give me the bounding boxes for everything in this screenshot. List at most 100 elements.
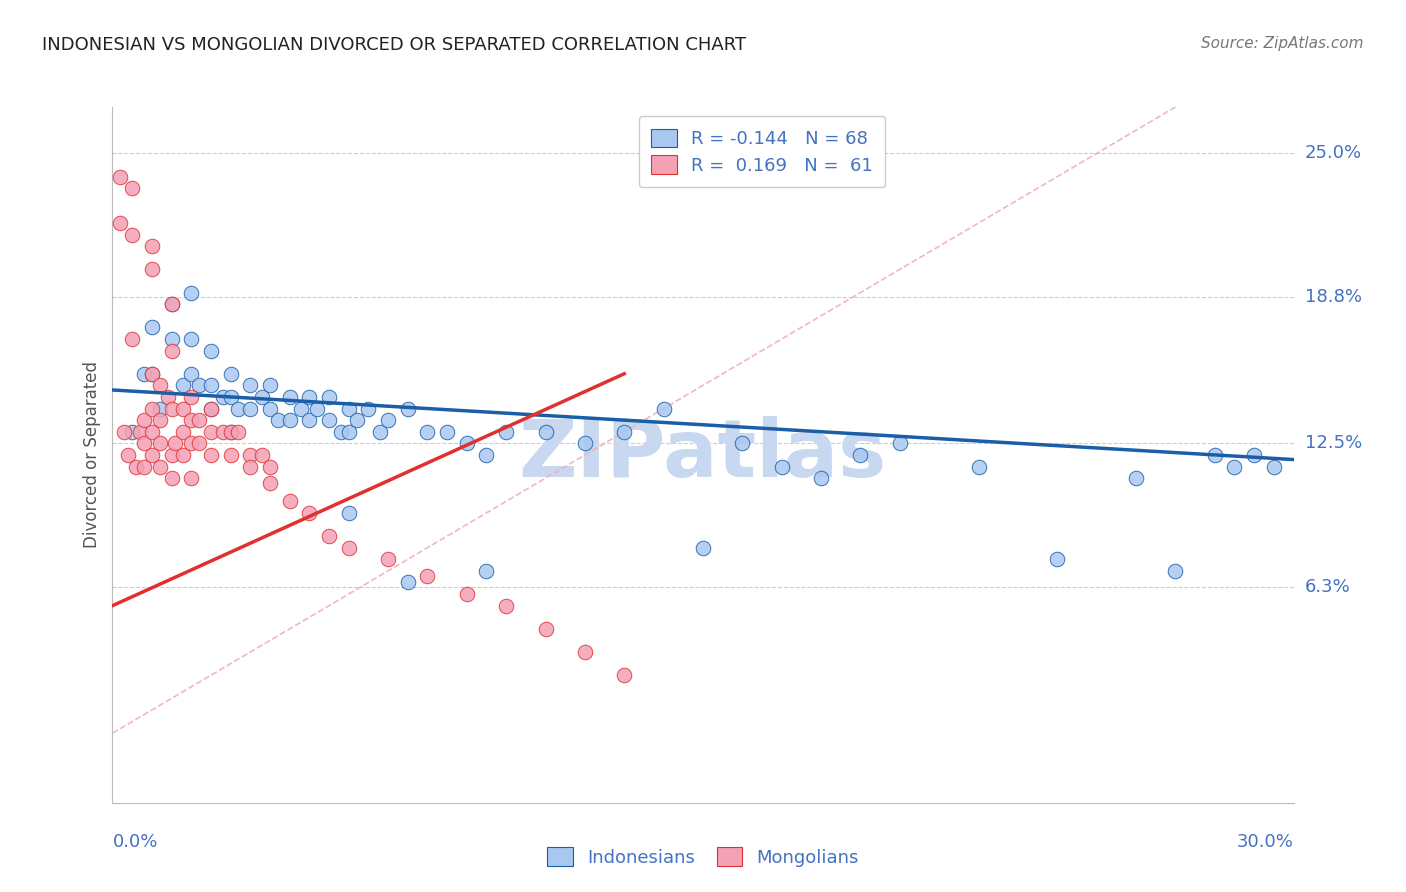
Point	[141, 425, 163, 439]
Point	[278, 390, 301, 404]
Point	[889, 436, 911, 450]
Point	[121, 332, 143, 346]
Point	[1243, 448, 1265, 462]
Point	[574, 436, 596, 450]
Point	[121, 181, 143, 195]
Point	[228, 425, 250, 439]
Point	[613, 425, 636, 439]
Point	[337, 541, 360, 555]
Point	[121, 425, 143, 439]
Point	[278, 413, 301, 427]
Point	[250, 390, 273, 404]
Point	[132, 367, 155, 381]
Point	[250, 448, 273, 462]
Text: INDONESIAN VS MONGOLIAN DIVORCED OR SEPARATED CORRELATION CHART: INDONESIAN VS MONGOLIAN DIVORCED OR SEPA…	[42, 36, 747, 54]
Point	[172, 378, 194, 392]
Point	[652, 401, 675, 416]
Point	[219, 425, 242, 439]
Point	[121, 227, 143, 242]
Point	[188, 413, 211, 427]
Point	[298, 390, 321, 404]
Text: 6.3%: 6.3%	[1305, 578, 1350, 596]
Point	[117, 448, 139, 462]
Point	[377, 552, 399, 566]
Point	[849, 448, 872, 462]
Point	[298, 506, 321, 520]
Point	[149, 401, 172, 416]
Point	[416, 425, 439, 439]
Point	[160, 297, 183, 311]
Point	[200, 343, 222, 358]
Point	[278, 494, 301, 508]
Point	[165, 436, 187, 450]
Point	[180, 285, 202, 300]
Point	[337, 425, 360, 439]
Point	[357, 401, 380, 416]
Point	[141, 262, 163, 277]
Text: Source: ZipAtlas.com: Source: ZipAtlas.com	[1201, 36, 1364, 51]
Point	[259, 401, 281, 416]
Point	[200, 401, 222, 416]
Point	[1046, 552, 1069, 566]
Point	[180, 413, 202, 427]
Point	[132, 436, 155, 450]
Y-axis label: Divorced or Separated: Divorced or Separated	[83, 361, 101, 549]
Point	[180, 390, 202, 404]
Point	[188, 378, 211, 392]
Point	[1164, 564, 1187, 578]
Point	[239, 459, 262, 474]
Point	[495, 599, 517, 613]
Point	[534, 622, 557, 636]
Point	[141, 239, 163, 253]
Point	[396, 401, 419, 416]
Point	[396, 575, 419, 590]
Point	[200, 378, 222, 392]
Point	[377, 413, 399, 427]
Text: 0.0%: 0.0%	[112, 833, 157, 851]
Point	[613, 668, 636, 682]
Point	[475, 448, 498, 462]
Point	[456, 587, 478, 601]
Point	[172, 401, 194, 416]
Point	[810, 471, 832, 485]
Point	[346, 413, 368, 427]
Point	[329, 425, 352, 439]
Point	[125, 459, 148, 474]
Point	[267, 413, 290, 427]
Point	[692, 541, 714, 555]
Point	[200, 425, 222, 439]
Point	[298, 413, 321, 427]
Point	[172, 448, 194, 462]
Point	[436, 425, 458, 439]
Point	[534, 425, 557, 439]
Point	[188, 436, 211, 450]
Point	[337, 401, 360, 416]
Point	[112, 425, 135, 439]
Point	[219, 425, 242, 439]
Point	[200, 401, 222, 416]
Text: ZIPatlas: ZIPatlas	[519, 416, 887, 494]
Point	[318, 529, 340, 543]
Point	[110, 216, 132, 230]
Point	[141, 367, 163, 381]
Point	[149, 378, 172, 392]
Point	[574, 645, 596, 659]
Point	[160, 471, 183, 485]
Point	[180, 367, 202, 381]
Point	[1125, 471, 1147, 485]
Point	[259, 475, 281, 490]
Text: 18.8%: 18.8%	[1305, 288, 1361, 306]
Text: 30.0%: 30.0%	[1237, 833, 1294, 851]
Point	[211, 425, 233, 439]
Point	[180, 332, 202, 346]
Point	[770, 459, 793, 474]
Point	[495, 425, 517, 439]
Point	[456, 436, 478, 450]
Point	[156, 390, 179, 404]
Point	[149, 459, 172, 474]
Point	[160, 332, 183, 346]
Point	[141, 401, 163, 416]
Point	[228, 401, 250, 416]
Point	[160, 297, 183, 311]
Text: 25.0%: 25.0%	[1305, 145, 1362, 162]
